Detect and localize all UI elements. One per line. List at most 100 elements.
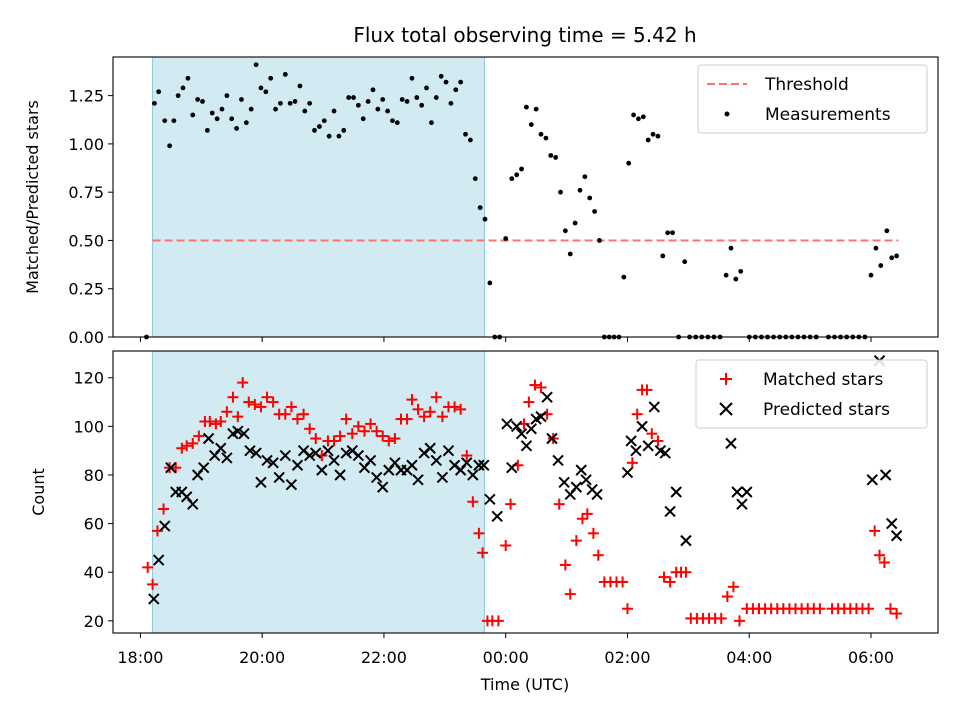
top-legend: Threshold Measurements — [697, 64, 928, 134]
measurement-point — [631, 112, 636, 118]
measurements-legend-label: Measurements — [765, 105, 891, 125]
matched-stars-point — [529, 379, 541, 391]
predicted-stars-point — [430, 454, 443, 467]
predicted-stars-point — [279, 449, 292, 462]
measurement-point — [558, 189, 563, 195]
predicted-stars-point — [291, 459, 304, 471]
measurement-point — [239, 97, 244, 102]
matched-stars-point — [406, 394, 418, 406]
predicted-stars-point — [630, 444, 642, 457]
matched-stars-point — [715, 612, 727, 624]
predicted-stars-point — [370, 471, 383, 484]
matched-stars-point — [215, 416, 227, 427]
matched-stars-point — [576, 513, 588, 525]
measurement-point — [341, 127, 347, 133]
predicted-stars-point — [152, 554, 165, 566]
matched-stars-point — [221, 406, 233, 418]
predicted-stars-point — [406, 459, 418, 471]
predicted-stars-legend-label: Predicted stars — [763, 400, 890, 420]
measurement-point — [171, 118, 177, 124]
measurement-point — [533, 106, 539, 112]
measurement-point — [645, 137, 651, 143]
measurement-point — [482, 216, 488, 222]
measurement-point — [229, 116, 235, 122]
predicted-stars-point — [520, 440, 533, 452]
measurement-point — [317, 124, 322, 129]
matched-stars-point — [641, 384, 653, 396]
predicted-stars-point — [642, 440, 654, 452]
matched-stars-point — [204, 416, 216, 427]
measurement-point — [723, 272, 729, 278]
matched-stars-point — [878, 557, 890, 568]
matched-stars-point — [477, 547, 489, 559]
measurement-point — [524, 104, 529, 110]
matched-stars-point — [581, 508, 593, 520]
predicted-stars-point — [285, 478, 298, 491]
measurement-point — [404, 99, 410, 104]
predicted-stars-point — [478, 459, 490, 471]
measurement-point — [175, 93, 181, 99]
predicted-stars-point — [890, 530, 903, 542]
measurement-point — [365, 99, 371, 104]
matched-stars-point — [621, 603, 633, 615]
bottom-legend-box — [695, 359, 928, 429]
measurement-point — [519, 166, 524, 172]
predicted-stars-point — [377, 481, 389, 493]
bottom-panel: 20 40 60 80 100 120 18:00 20:00 22:00 00:00 02:00… — [29, 350, 939, 694]
measurement-point — [380, 97, 386, 102]
y-tick-label: 0.50 — [68, 231, 104, 250]
predicted-stars-point — [202, 432, 215, 445]
measurement-point — [626, 160, 632, 166]
measurement-point — [509, 176, 515, 182]
measurement-point — [204, 127, 210, 133]
predicted-stars-point — [570, 481, 583, 493]
measurement-point — [682, 259, 688, 265]
matched-stars-point — [142, 561, 154, 573]
measurement-point — [282, 71, 288, 77]
predicted-stars-point — [303, 449, 316, 462]
measurement-point — [414, 95, 420, 100]
x-tick-label: 02:00 — [604, 648, 650, 667]
matched-stars-point — [664, 576, 676, 588]
y-tick-label: 0.25 — [68, 280, 104, 299]
measurement-point — [463, 131, 468, 137]
predicted-stars-legend-swatch — [719, 402, 733, 416]
matched-stars-point — [721, 591, 733, 603]
predicted-stars-point — [636, 420, 648, 433]
measurement-point — [448, 100, 454, 106]
matched-stars-point — [298, 408, 310, 420]
measurement-point — [597, 238, 602, 243]
measurement-point — [467, 137, 473, 143]
y-tick-label: 0.75 — [68, 183, 104, 202]
predicted-stars-point — [273, 471, 285, 484]
predicted-stars-point — [621, 466, 634, 479]
measurement-point — [553, 155, 559, 160]
matched-stars-point — [291, 413, 303, 425]
predicted-stars-point — [546, 432, 558, 445]
top-y-axis-label: Matched/Predicted stars — [23, 100, 42, 294]
measurement-point — [234, 126, 239, 131]
measurement-point — [429, 120, 434, 126]
matched-stars-point — [232, 411, 244, 423]
predicted-stars-point — [436, 471, 449, 484]
predicted-stars-point — [575, 464, 587, 476]
predicted-stars-point — [328, 454, 340, 467]
matched-stars-point — [436, 411, 448, 423]
bottom-axes-frame — [112, 350, 939, 634]
predicted-stars-point — [664, 505, 676, 518]
predicted-stars-point — [461, 457, 473, 469]
matched-stars-point — [304, 423, 316, 435]
predicted-stars-point — [187, 498, 199, 510]
matched-stars-point — [874, 549, 886, 561]
measurement-point — [424, 85, 429, 91]
measurement-point — [889, 255, 895, 261]
measurement-point — [438, 73, 444, 79]
matched-stars-point — [652, 435, 664, 447]
predicted-stars-point — [670, 486, 682, 498]
x-axis-label: Time (UTC) — [480, 675, 569, 694]
matched-stars-point — [227, 391, 239, 403]
predicted-stars-point — [725, 437, 737, 450]
matched-stars-point — [412, 403, 424, 415]
predicted-stars-point — [484, 493, 496, 506]
matched-stars-point — [734, 615, 746, 627]
